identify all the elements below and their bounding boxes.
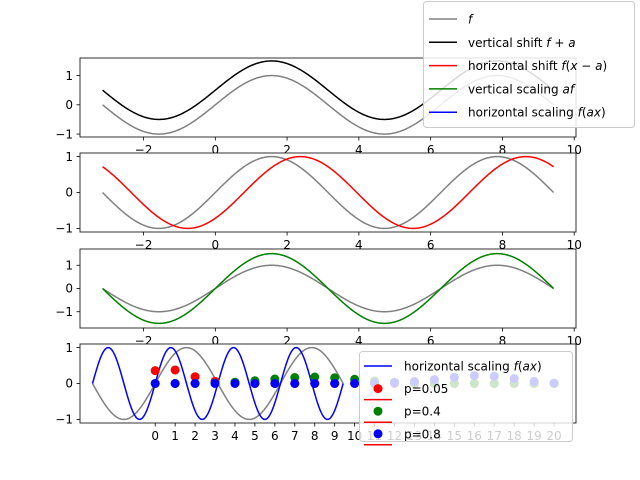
- x-tick-label: 0: [211, 238, 219, 252]
- scatter-point: [310, 372, 320, 382]
- y-tick-label: 1: [65, 150, 73, 164]
- y-tick-label: −1: [55, 413, 73, 427]
- scatter-point: [210, 379, 220, 388]
- legend-label: p=0.8: [404, 427, 441, 441]
- x-tick-label: 1: [171, 429, 179, 443]
- legend-top: f vertical shift f + a horizontal shift f(…: [423, 1, 635, 128]
- x-tick-label: 8: [499, 334, 507, 348]
- scatter-point: [350, 378, 360, 388]
- x-tick-label: 2: [283, 238, 291, 252]
- x-tick-label: 10: [567, 238, 582, 252]
- x-tick-label: 0: [151, 429, 159, 443]
- x-tick-label: 2: [191, 429, 199, 443]
- legend-marker: [373, 384, 383, 394]
- x-tick-label: 6: [271, 429, 279, 443]
- x-tick-label: 3: [211, 429, 219, 443]
- legend-label: p=0.4: [404, 405, 441, 419]
- scatter-point: [330, 379, 340, 388]
- scatter-point: [150, 379, 160, 388]
- x-tick-label: 0: [211, 334, 219, 348]
- x-tick-label: 8: [499, 238, 507, 252]
- y-tick-label: 0: [65, 377, 73, 391]
- legend-marker: [373, 429, 383, 439]
- y-tick-label: 1: [65, 341, 73, 355]
- x-tick-label: 2: [283, 143, 291, 157]
- scatter-point: [170, 379, 180, 388]
- x-tick-label: 6: [427, 334, 435, 348]
- y-tick-label: 0: [65, 282, 73, 296]
- y-tick-label: 1: [65, 69, 73, 83]
- legend-label: vertical scaling af: [468, 82, 576, 96]
- legend-label: horizontal scaling f(ax): [468, 106, 606, 120]
- subplot-2: −2 0 2 4 6 8 10 −1 0 1: [55, 150, 582, 252]
- x-tick-label: 8: [499, 143, 507, 157]
- y-tick-label: −1: [55, 127, 73, 141]
- scatter-point: [190, 372, 200, 382]
- legend-label: horizontal shift f(x − a): [468, 59, 607, 73]
- scatter-point: [290, 379, 300, 388]
- y-tick-label: 1: [65, 258, 73, 272]
- subplot-3: −2 0 2 4 6 8 10−101: [55, 248, 582, 348]
- legend-box: [359, 351, 573, 442]
- series-line-2: [102, 252, 555, 325]
- legend-box: [423, 1, 635, 128]
- x-tick-label: 6: [427, 238, 435, 252]
- y-tick-label: −1: [55, 305, 73, 319]
- legend-label: p=0.05: [404, 382, 448, 396]
- x-tick-label: 4: [355, 143, 363, 157]
- x-tick-label: 8: [311, 429, 319, 443]
- x-tick-label: 4: [355, 238, 363, 252]
- x-tick-label: 10: [347, 429, 362, 443]
- scatter-point: [170, 365, 180, 375]
- x-tick-label: 2: [283, 334, 291, 348]
- x-tick-label: 0: [211, 143, 219, 157]
- y-tick-label: 0: [65, 98, 73, 112]
- series-line-2: [102, 155, 554, 230]
- legend-label: f: [468, 13, 474, 27]
- legend-bottom: horizontal scaling f(ax) p=0.05 p=0.4 p=0.8: [359, 351, 573, 446]
- scatter-point: [190, 379, 200, 388]
- series-line-1: [102, 155, 555, 230]
- scatter-point: [150, 366, 160, 376]
- legend-label: horizontal scaling f(ax): [404, 360, 542, 374]
- scatter-point: [250, 379, 260, 388]
- x-tick-label: 4: [231, 429, 239, 443]
- x-tick-label: 6: [427, 143, 435, 157]
- y-tick-label: 0: [65, 186, 73, 200]
- x-tick-label: 5: [251, 429, 259, 443]
- legend-label: vertical shift f + a: [468, 36, 576, 50]
- x-tick-label: 4: [355, 334, 363, 348]
- scatter-point: [310, 379, 320, 388]
- x-tick-label: −2: [135, 238, 153, 252]
- x-tick-label: 7: [291, 429, 299, 443]
- legend-marker: [373, 406, 383, 416]
- scatter-point: [270, 379, 280, 388]
- x-tick-label: 9: [331, 429, 339, 443]
- scatter-point: [230, 379, 240, 388]
- y-tick-label: −1: [55, 222, 73, 236]
